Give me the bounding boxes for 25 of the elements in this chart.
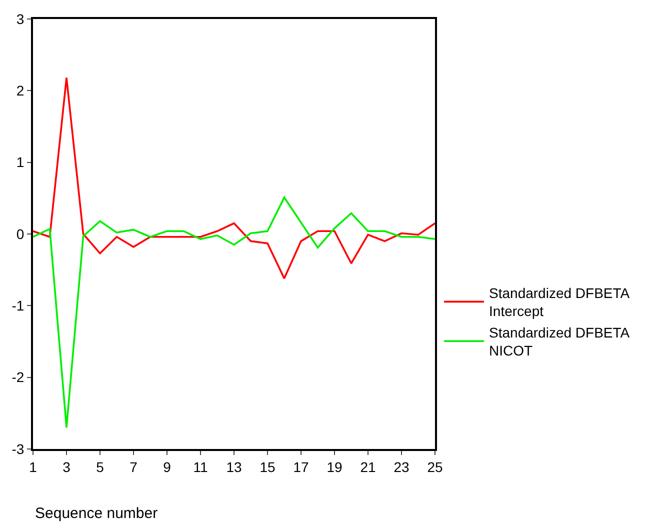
x-tick-label: 7 [130, 458, 138, 475]
line-series [33, 196, 435, 428]
x-tick-label: 21 [360, 458, 376, 475]
y-tick-label: -2 [12, 369, 24, 386]
x-tick-label: 3 [62, 458, 71, 475]
x-tick-label: 9 [163, 458, 172, 475]
line-series [33, 76, 435, 280]
y-tick-label: -1 [12, 298, 24, 314]
x-tick-label: 17 [293, 458, 309, 475]
x-tick-label: 11 [193, 458, 208, 475]
x-tick-label: 23 [394, 458, 410, 475]
x-tick-label: 5 [96, 458, 104, 475]
x-tick-label: 25 [427, 458, 443, 475]
x-tick-label: 1 [29, 458, 38, 475]
y-tick-label: 0 [16, 226, 24, 242]
x-tick-label: 15 [260, 458, 276, 475]
x-tick-label: 19 [326, 458, 342, 475]
legend-label: Standardized DFBETA NICOT [489, 324, 630, 359]
y-tick-label: -3 [12, 440, 24, 457]
x-axis-title: Sequence number [35, 505, 158, 522]
x-tick-label: 13 [226, 458, 242, 475]
y-tick-label: 2 [16, 82, 24, 99]
y-tick-label: 3 [16, 10, 24, 27]
legend-label: Standardized DFBETA Intercept [489, 285, 630, 320]
y-tick-label: 1 [16, 154, 24, 170]
